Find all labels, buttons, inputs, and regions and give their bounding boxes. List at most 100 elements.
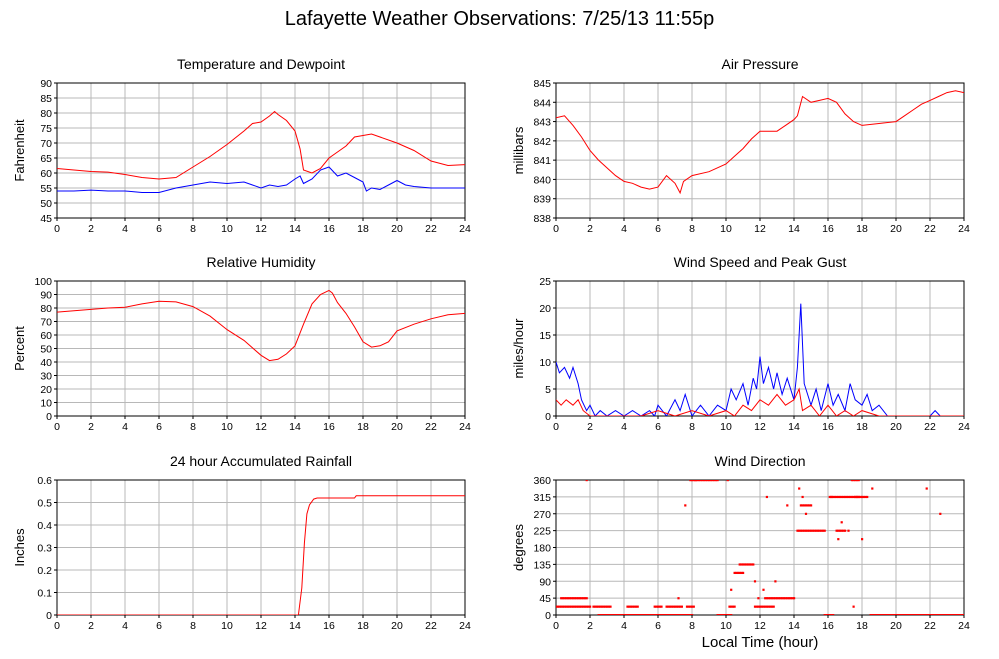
direction-point: [840, 521, 843, 524]
direction-point: [906, 614, 910, 615]
direction-point: [930, 614, 933, 615]
direction-point: [679, 614, 682, 615]
y-tick-label: 60: [40, 330, 52, 342]
direction-point: [804, 529, 808, 532]
direction-point: [723, 614, 726, 615]
direction-point: [563, 605, 566, 608]
direction-point: [711, 480, 714, 482]
direction-point: [903, 614, 906, 615]
x-tick-label: 22: [425, 421, 437, 433]
y-tick-label: 50: [40, 344, 52, 356]
direction-point: [626, 614, 629, 615]
x-tick-label: 2: [88, 620, 94, 632]
direction-point: [668, 605, 672, 608]
y-tick-label: 315: [533, 492, 551, 504]
direction-point: [777, 597, 780, 600]
y-tick-label: 40: [40, 357, 52, 369]
direction-point: [667, 605, 670, 608]
plot-frame: [555, 280, 965, 417]
direction-point: [699, 480, 702, 482]
direction-point: [857, 495, 860, 499]
direction-point: [595, 605, 598, 608]
x-tick-label: 24: [459, 223, 471, 235]
direction-point: [629, 605, 632, 608]
direction-point: [769, 597, 772, 600]
x-tick-label: 22: [924, 421, 936, 433]
direction-point: [653, 605, 656, 608]
direction-point: [917, 614, 920, 615]
direction-point: [849, 495, 852, 499]
x-tick-label: 20: [391, 620, 403, 632]
direction-point: [657, 614, 660, 615]
direction-point: [580, 597, 583, 600]
direction-point: [793, 597, 796, 600]
direction-point: [636, 614, 639, 615]
direction-point: [640, 614, 643, 615]
series-line-red: [57, 110, 465, 180]
y-tick-label: 20: [40, 384, 52, 396]
direction-point: [825, 614, 828, 615]
direction-point: [607, 605, 610, 608]
direction-point: [835, 495, 838, 499]
y-tick-label: 55: [40, 183, 52, 195]
y-tick-label: 85: [40, 93, 52, 105]
direction-point: [663, 614, 666, 615]
direction-point: [696, 480, 699, 482]
direction-point: [774, 597, 777, 600]
direction-point: [765, 495, 768, 499]
direction-point: [631, 605, 634, 608]
direction-point: [944, 614, 947, 615]
x-tick-label: 8: [689, 421, 695, 433]
direction-point: [832, 495, 835, 499]
direction-point: [889, 614, 893, 615]
direction-point: [623, 614, 626, 615]
direction-point: [925, 614, 928, 615]
chart-rain: 0 2 4 6 8 10 12 14 16 18 20 22 2400.10.20.30.40.50.6…: [12, 453, 471, 632]
x-tick-label: 12: [255, 421, 267, 433]
direction-point: [655, 614, 658, 615]
direction-point: [810, 504, 813, 507]
direction-point: [956, 614, 959, 615]
direction-point: [765, 597, 768, 600]
y-tick-label: 10: [539, 357, 551, 369]
direction-point: [891, 614, 894, 615]
chart-title: Wind Direction: [714, 453, 805, 469]
x-tick-label: 24: [958, 421, 970, 433]
direction-point: [770, 597, 774, 600]
x-tick-label: 6: [655, 620, 661, 632]
y-tick-label: 100: [34, 276, 52, 288]
direction-point: [743, 563, 746, 566]
direction-point: [689, 605, 692, 608]
direction-point: [913, 614, 916, 615]
direction-point: [859, 495, 862, 499]
direction-point: [685, 605, 689, 608]
direction-point: [602, 614, 605, 615]
x-tick-label: 18: [357, 421, 369, 433]
x-tick-label: 20: [890, 223, 902, 235]
direction-point: [767, 605, 770, 608]
y-tick-label: 5: [545, 384, 551, 396]
direction-point: [660, 614, 663, 615]
direction-point: [611, 614, 614, 615]
direction-point: [757, 605, 760, 608]
x-tick-label: 8: [190, 223, 196, 235]
direction-point: [764, 597, 767, 600]
plot-frame: [56, 82, 466, 219]
direction-point: [713, 480, 716, 482]
series-line-red: [556, 90, 964, 195]
y-tick-label: 20: [539, 303, 551, 315]
direction-point: [668, 614, 672, 615]
direction-point: [726, 480, 729, 482]
direction-point: [583, 597, 587, 600]
direction-point: [582, 597, 585, 600]
direction-point: [952, 614, 955, 615]
direction-point: [651, 614, 655, 615]
direction-point: [660, 605, 663, 608]
x-tick-label: 16: [323, 421, 335, 433]
direction-point: [823, 529, 826, 532]
y-tick-label: 0: [46, 610, 52, 622]
direction-point: [675, 605, 678, 608]
direction-point: [842, 529, 845, 532]
x-tick-label: 16: [323, 223, 335, 235]
direction-point: [563, 597, 566, 600]
